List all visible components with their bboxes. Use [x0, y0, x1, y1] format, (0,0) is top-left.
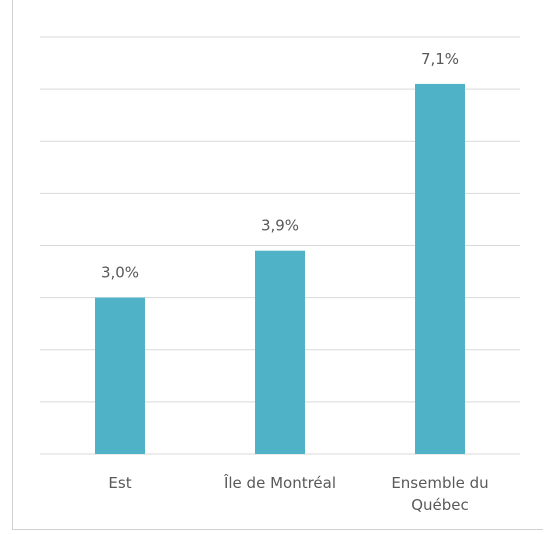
data-label: 3,9%	[261, 217, 299, 235]
x-tick-label: Ensemble du Québec	[391, 474, 489, 514]
data-label: 3,0%	[101, 264, 139, 282]
x-tick-label: Est	[108, 474, 132, 492]
x-tick-label: Île de Montréal	[223, 474, 337, 492]
bar	[95, 297, 145, 454]
frame	[12, 0, 543, 530]
bar	[255, 250, 305, 454]
data-label: 7,1%	[421, 50, 459, 68]
bar	[415, 83, 465, 454]
